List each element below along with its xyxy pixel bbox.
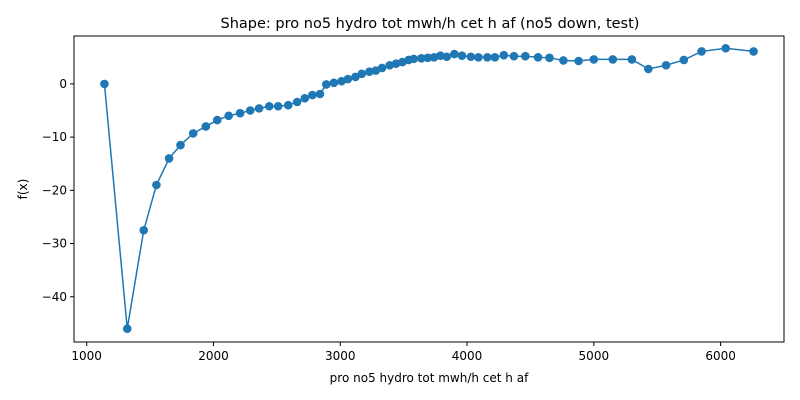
x-axis: 1000 2000 3000 4000 5000 6000 bbox=[71, 342, 736, 363]
y-tick-label: 0 bbox=[59, 77, 67, 91]
data-point bbox=[721, 43, 730, 53]
data-point bbox=[188, 129, 198, 138]
data-point bbox=[245, 106, 255, 115]
data-point bbox=[627, 55, 637, 64]
data-point bbox=[423, 53, 433, 63]
data-point bbox=[122, 324, 132, 333]
data-point bbox=[357, 69, 367, 79]
data-point bbox=[442, 52, 452, 62]
data-point bbox=[521, 51, 530, 61]
data-point bbox=[474, 52, 483, 62]
data-point bbox=[490, 52, 500, 62]
data-point bbox=[499, 50, 509, 60]
data-point bbox=[409, 54, 419, 64]
data-point bbox=[212, 115, 222, 125]
y-tick-label: −20 bbox=[42, 183, 67, 197]
x-tick-label: 4000 bbox=[452, 349, 483, 363]
data-point bbox=[483, 52, 492, 62]
data-point bbox=[254, 104, 264, 113]
x-tick-label: 1000 bbox=[71, 349, 102, 363]
data-point bbox=[273, 101, 283, 111]
data-point bbox=[152, 180, 161, 190]
data-point bbox=[308, 90, 317, 100]
data-point bbox=[283, 100, 293, 110]
data-point bbox=[201, 122, 211, 131]
data-point bbox=[100, 79, 109, 89]
data-point bbox=[559, 56, 568, 65]
data-point bbox=[545, 53, 554, 63]
data-point bbox=[343, 74, 353, 84]
data-point bbox=[176, 140, 185, 150]
data-point bbox=[315, 89, 325, 99]
plot-area bbox=[100, 43, 758, 333]
data-point bbox=[661, 60, 671, 70]
data-point bbox=[329, 78, 339, 88]
data-point bbox=[164, 154, 174, 163]
data-point bbox=[533, 52, 543, 62]
series-line bbox=[103, 47, 754, 329]
data-point bbox=[417, 54, 426, 63]
y-axis-title: f(x) bbox=[16, 179, 30, 200]
data-point bbox=[589, 55, 599, 64]
data-point bbox=[351, 72, 360, 82]
axes-frame bbox=[73, 35, 785, 343]
data-point bbox=[292, 97, 302, 107]
data-point bbox=[509, 51, 519, 61]
y-tick-label: −30 bbox=[42, 237, 67, 251]
x-tick-label: 5000 bbox=[579, 349, 610, 363]
y-tick-label: −10 bbox=[42, 130, 67, 144]
data-point bbox=[450, 49, 459, 59]
data-point bbox=[466, 52, 476, 62]
data-point bbox=[574, 56, 583, 66]
data-point bbox=[679, 55, 689, 65]
data-point bbox=[235, 108, 245, 118]
data-point bbox=[608, 55, 618, 64]
x-tick-label: 3000 bbox=[325, 349, 356, 363]
x-axis-title: pro no5 hydro tot mwh/h cet h af bbox=[330, 371, 529, 385]
data-point bbox=[749, 47, 758, 56]
data-point bbox=[457, 51, 467, 60]
y-tick-label: −40 bbox=[42, 290, 67, 304]
data-point bbox=[322, 80, 331, 89]
data-point bbox=[644, 64, 653, 74]
data-point bbox=[365, 67, 374, 76]
data-point bbox=[264, 101, 274, 111]
data-point bbox=[697, 47, 706, 56]
chart-title: Shape: pro no5 hydro tot mwh/h cet h af … bbox=[221, 16, 640, 32]
data-point bbox=[377, 63, 387, 73]
data-point bbox=[139, 225, 149, 235]
x-tick-label: 6000 bbox=[705, 349, 736, 363]
data-point bbox=[300, 93, 310, 103]
y-axis: −40 −30 −20 −10 0 bbox=[42, 77, 74, 304]
data-point bbox=[436, 51, 445, 60]
x-tick-label: 2000 bbox=[198, 349, 229, 363]
data-point bbox=[224, 111, 233, 121]
